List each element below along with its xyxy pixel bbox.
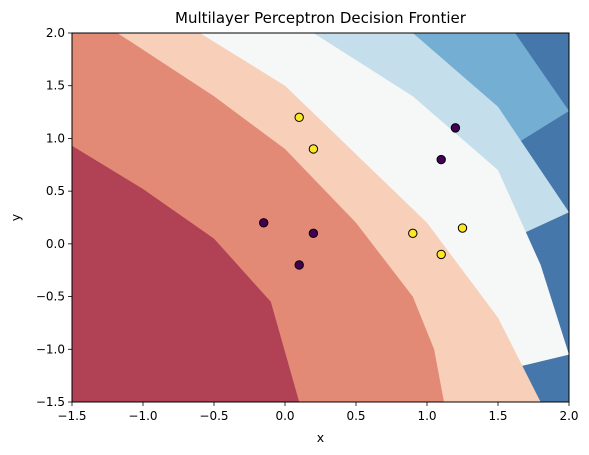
- y-axis-ticks: −1.5 −1.0 −0.5 0.0 0.5 1.0 1.5 2.0: [36, 26, 72, 409]
- y-tick-label: −0.5: [36, 290, 65, 304]
- y-tick-label: 0.0: [46, 237, 65, 251]
- x-tick-label: −0.5: [199, 409, 228, 423]
- decision-regions: [72, 33, 569, 402]
- y-tick-label: −1.0: [36, 342, 65, 356]
- x-tick-label: 1.5: [488, 409, 507, 423]
- data-point-class-0: [436, 154, 446, 165]
- y-tick-label: 1.0: [46, 131, 65, 145]
- data-points: [259, 112, 468, 270]
- y-tick-label: 2.0: [46, 26, 65, 40]
- x-axis-ticks: −1.5 −1.0 −0.5 0.0 0.5 1.0 1.5 2.0: [57, 402, 579, 423]
- x-tick-label: 1.0: [417, 409, 436, 423]
- y-tick-label: −1.5: [36, 395, 65, 409]
- region-0: [72, 145, 300, 402]
- data-point-class-1: [457, 223, 468, 233]
- y-tick-label: 0.5: [46, 184, 65, 198]
- data-point-class-0: [308, 228, 319, 239]
- x-tick-label: 0.5: [346, 409, 365, 423]
- data-point-class-0: [450, 123, 461, 133]
- x-tick-label: 0.0: [275, 409, 294, 423]
- data-point-class-1: [308, 144, 319, 154]
- chart-title: Multilayer Perceptron Decision Frontier: [175, 9, 467, 27]
- data-point-class-1: [408, 228, 418, 239]
- y-tick-label: 1.5: [46, 79, 65, 93]
- data-point-class-1: [436, 249, 446, 260]
- plot-frame: [71, 32, 570, 403]
- y-axis-label: y: [8, 213, 23, 221]
- data-point-class-0: [259, 218, 269, 228]
- data-point-class-1: [294, 112, 304, 123]
- x-tick-label: −1.5: [57, 409, 86, 423]
- data-point-class-0: [294, 260, 304, 270]
- x-axis-label: x: [317, 430, 324, 445]
- x-tick-label: −1.0: [128, 409, 157, 423]
- x-tick-label: 2.0: [559, 409, 578, 423]
